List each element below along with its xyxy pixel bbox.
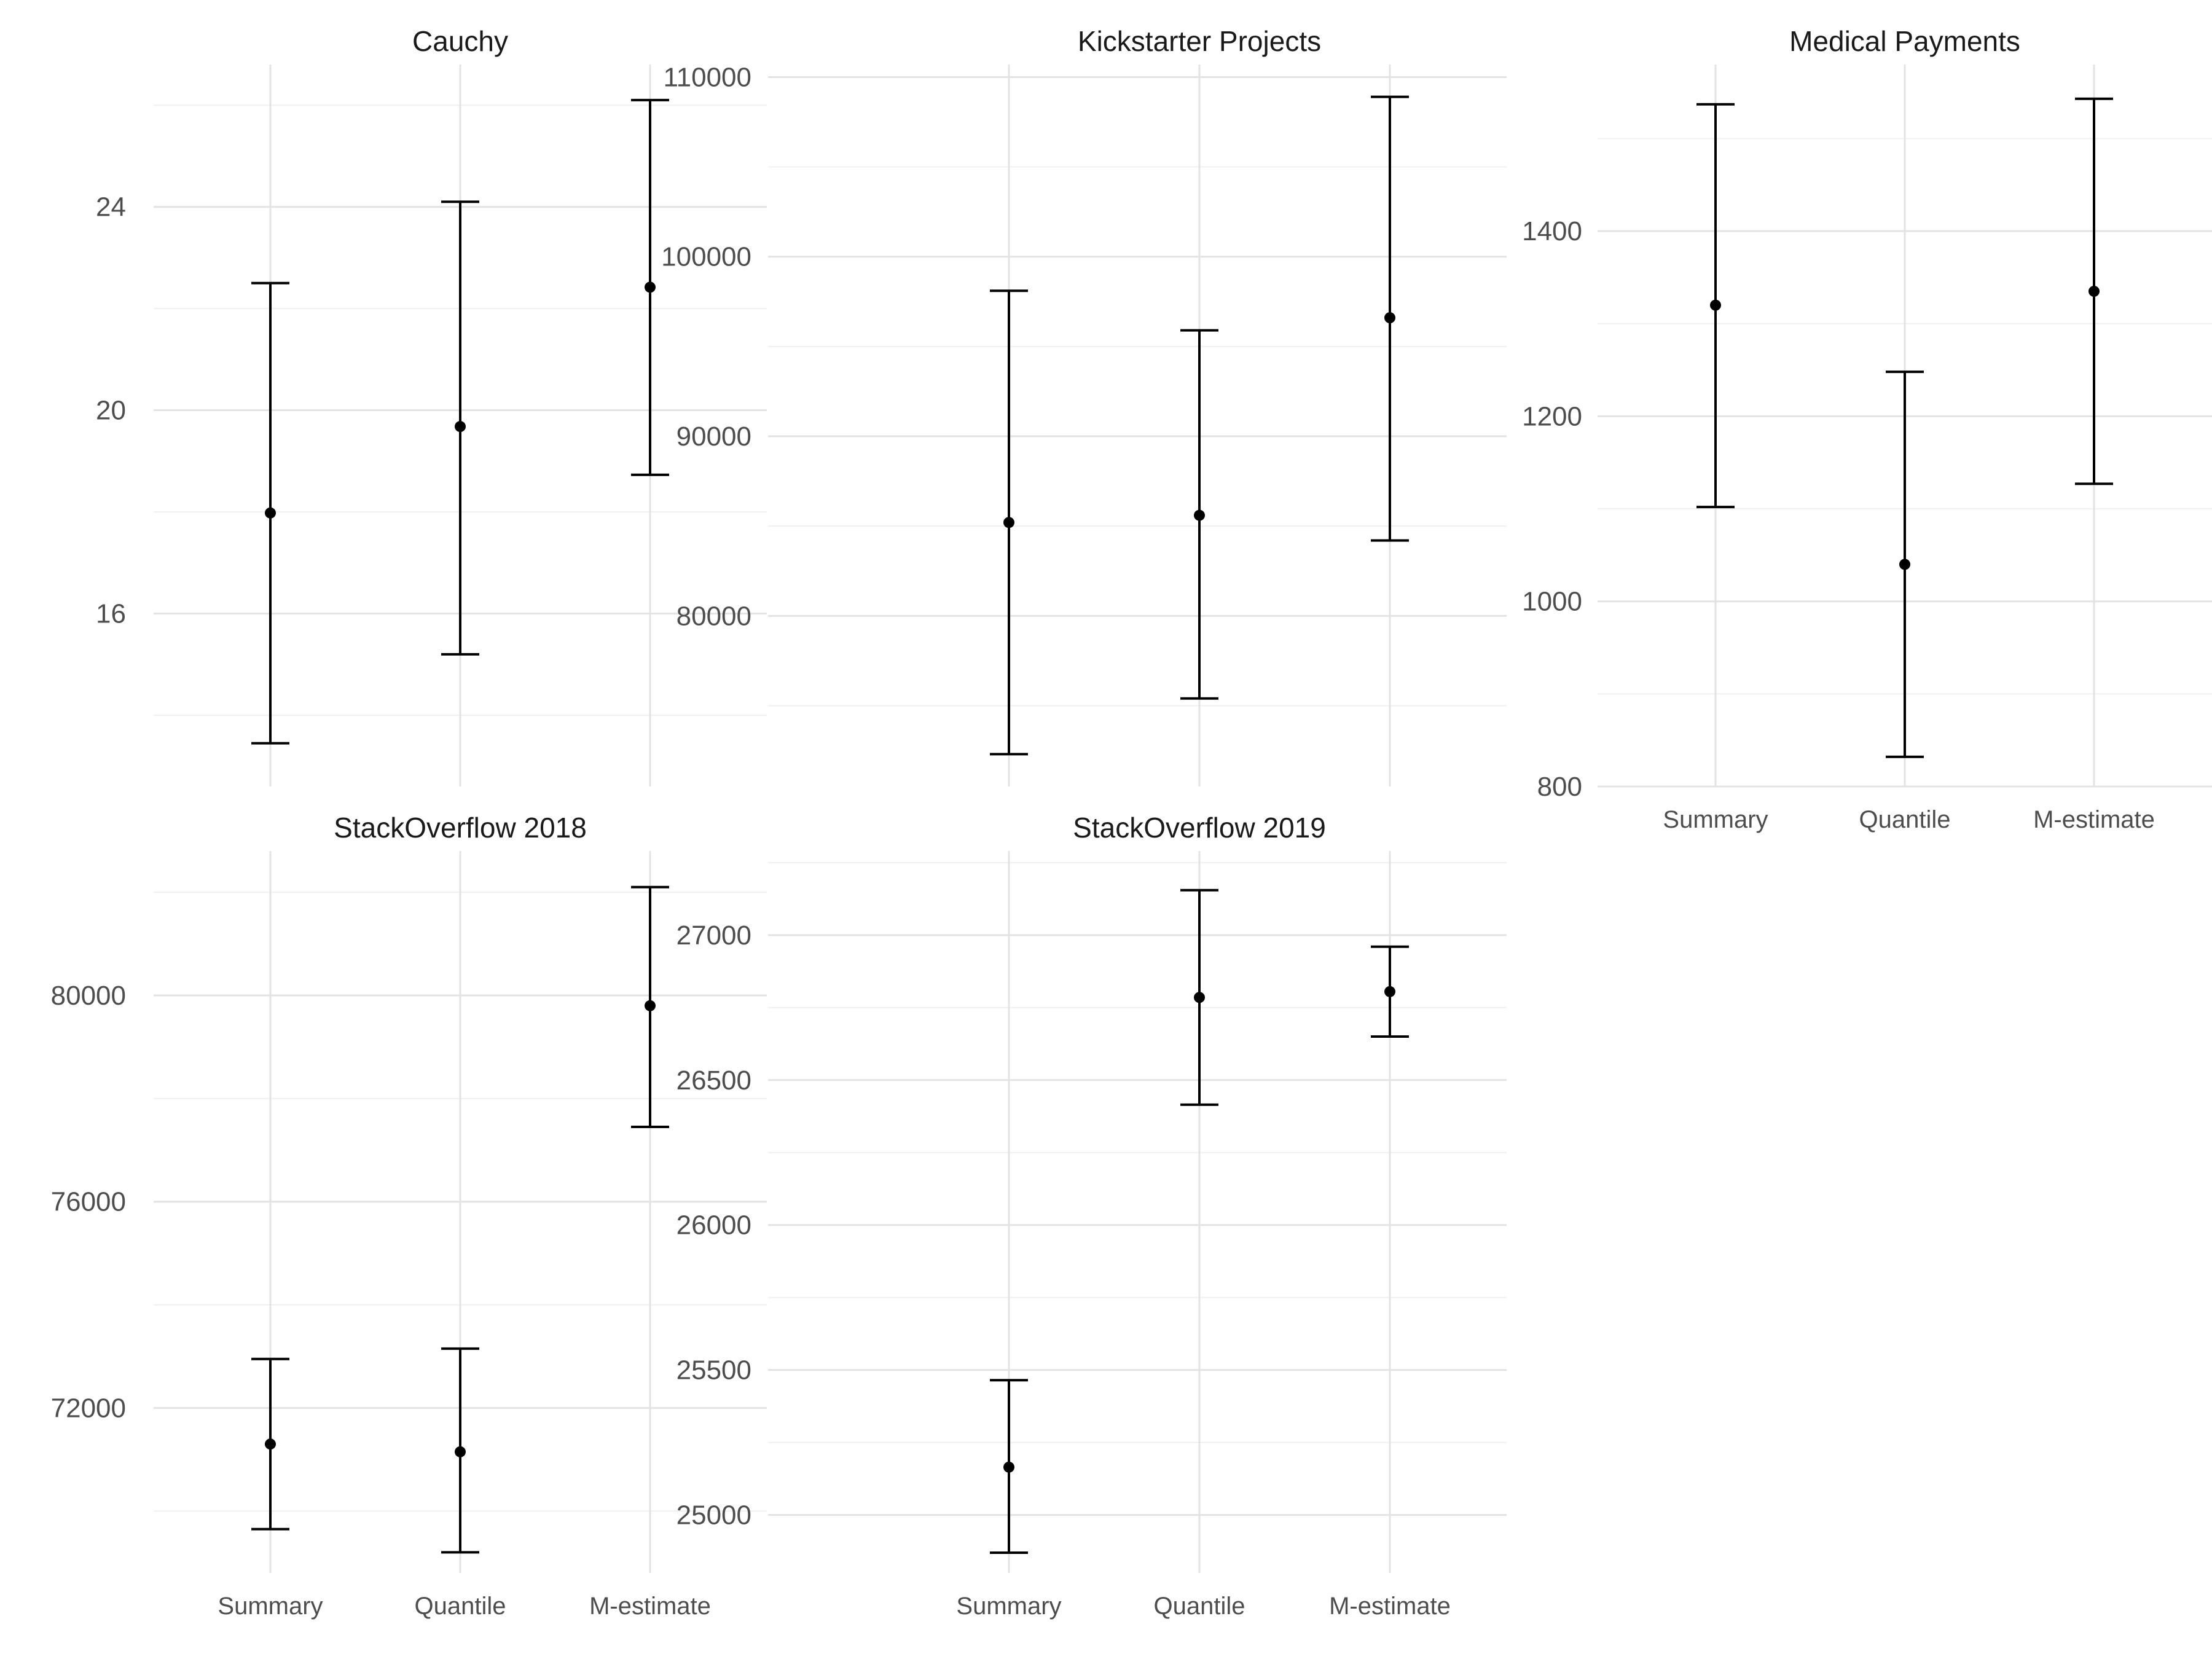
x-category-label: Quantile	[1859, 806, 1951, 833]
x-category-label: Summary	[956, 1593, 1061, 1620]
y-tick-label: 800	[1537, 772, 1582, 802]
y-tick-label: 25000	[677, 1500, 751, 1531]
y-tick-label: 80000	[51, 981, 126, 1011]
x-category-label: Quantile	[415, 1593, 506, 1620]
estimate-point-summary	[265, 507, 276, 519]
y-tick-label: 76000	[51, 1187, 126, 1217]
y-tick-label: 26500	[677, 1065, 751, 1096]
estimate-point-m-estimate	[2088, 286, 2100, 297]
estimate-point-m-estimate	[645, 281, 656, 293]
estimate-point-summary	[1003, 517, 1014, 528]
y-tick-label: 1200	[1522, 401, 1582, 431]
x-category-label: Summary	[1663, 806, 1768, 833]
estimate-point-quantile	[1194, 509, 1205, 521]
y-tick-label: 80000	[677, 601, 751, 631]
y-tick-label: 90000	[677, 422, 751, 452]
estimate-point-quantile	[455, 421, 466, 433]
estimate-point-quantile	[1194, 992, 1205, 1003]
y-tick-label: 100000	[661, 242, 751, 272]
estimate-point-m-estimate	[1384, 312, 1395, 324]
x-category-label: Quantile	[1154, 1593, 1245, 1620]
estimate-point-m-estimate	[1384, 986, 1395, 997]
y-tick-label: 16	[96, 599, 126, 629]
estimate-point-summary	[265, 1438, 276, 1450]
x-category-label: M-estimate	[1329, 1593, 1451, 1620]
panel-title-cauchy: Cauchy	[412, 25, 508, 57]
estimate-point-quantile	[1899, 559, 1910, 570]
estimate-point-summary	[1710, 299, 1721, 311]
x-category-label: M-estimate	[589, 1593, 711, 1620]
panel-title-stackoverflow-2018: StackOverflow 2018	[334, 812, 587, 844]
x-category-label: M-estimate	[2033, 806, 2155, 833]
y-tick-label: 1000	[1522, 587, 1582, 617]
y-tick-label: 25500	[677, 1355, 751, 1386]
panel-title-stackoverflow-2019: StackOverflow 2019	[1073, 812, 1326, 844]
estimate-point-m-estimate	[645, 1000, 656, 1011]
y-tick-label: 1400	[1522, 216, 1582, 246]
panel-title-medical-payments: Medical Payments	[1789, 25, 2020, 57]
panel-title-kickstarter-projects: Kickstarter Projects	[1078, 25, 1321, 57]
y-tick-label: 110000	[663, 62, 751, 92]
y-tick-label: 27000	[677, 920, 751, 951]
x-category-label: Summary	[218, 1593, 323, 1620]
estimate-point-summary	[1003, 1461, 1014, 1473]
y-tick-label: 26000	[677, 1210, 751, 1241]
y-tick-label: 20	[96, 396, 126, 426]
estimate-point-quantile	[455, 1446, 466, 1457]
y-tick-label: 72000	[51, 1393, 126, 1423]
y-tick-label: 24	[96, 192, 126, 222]
